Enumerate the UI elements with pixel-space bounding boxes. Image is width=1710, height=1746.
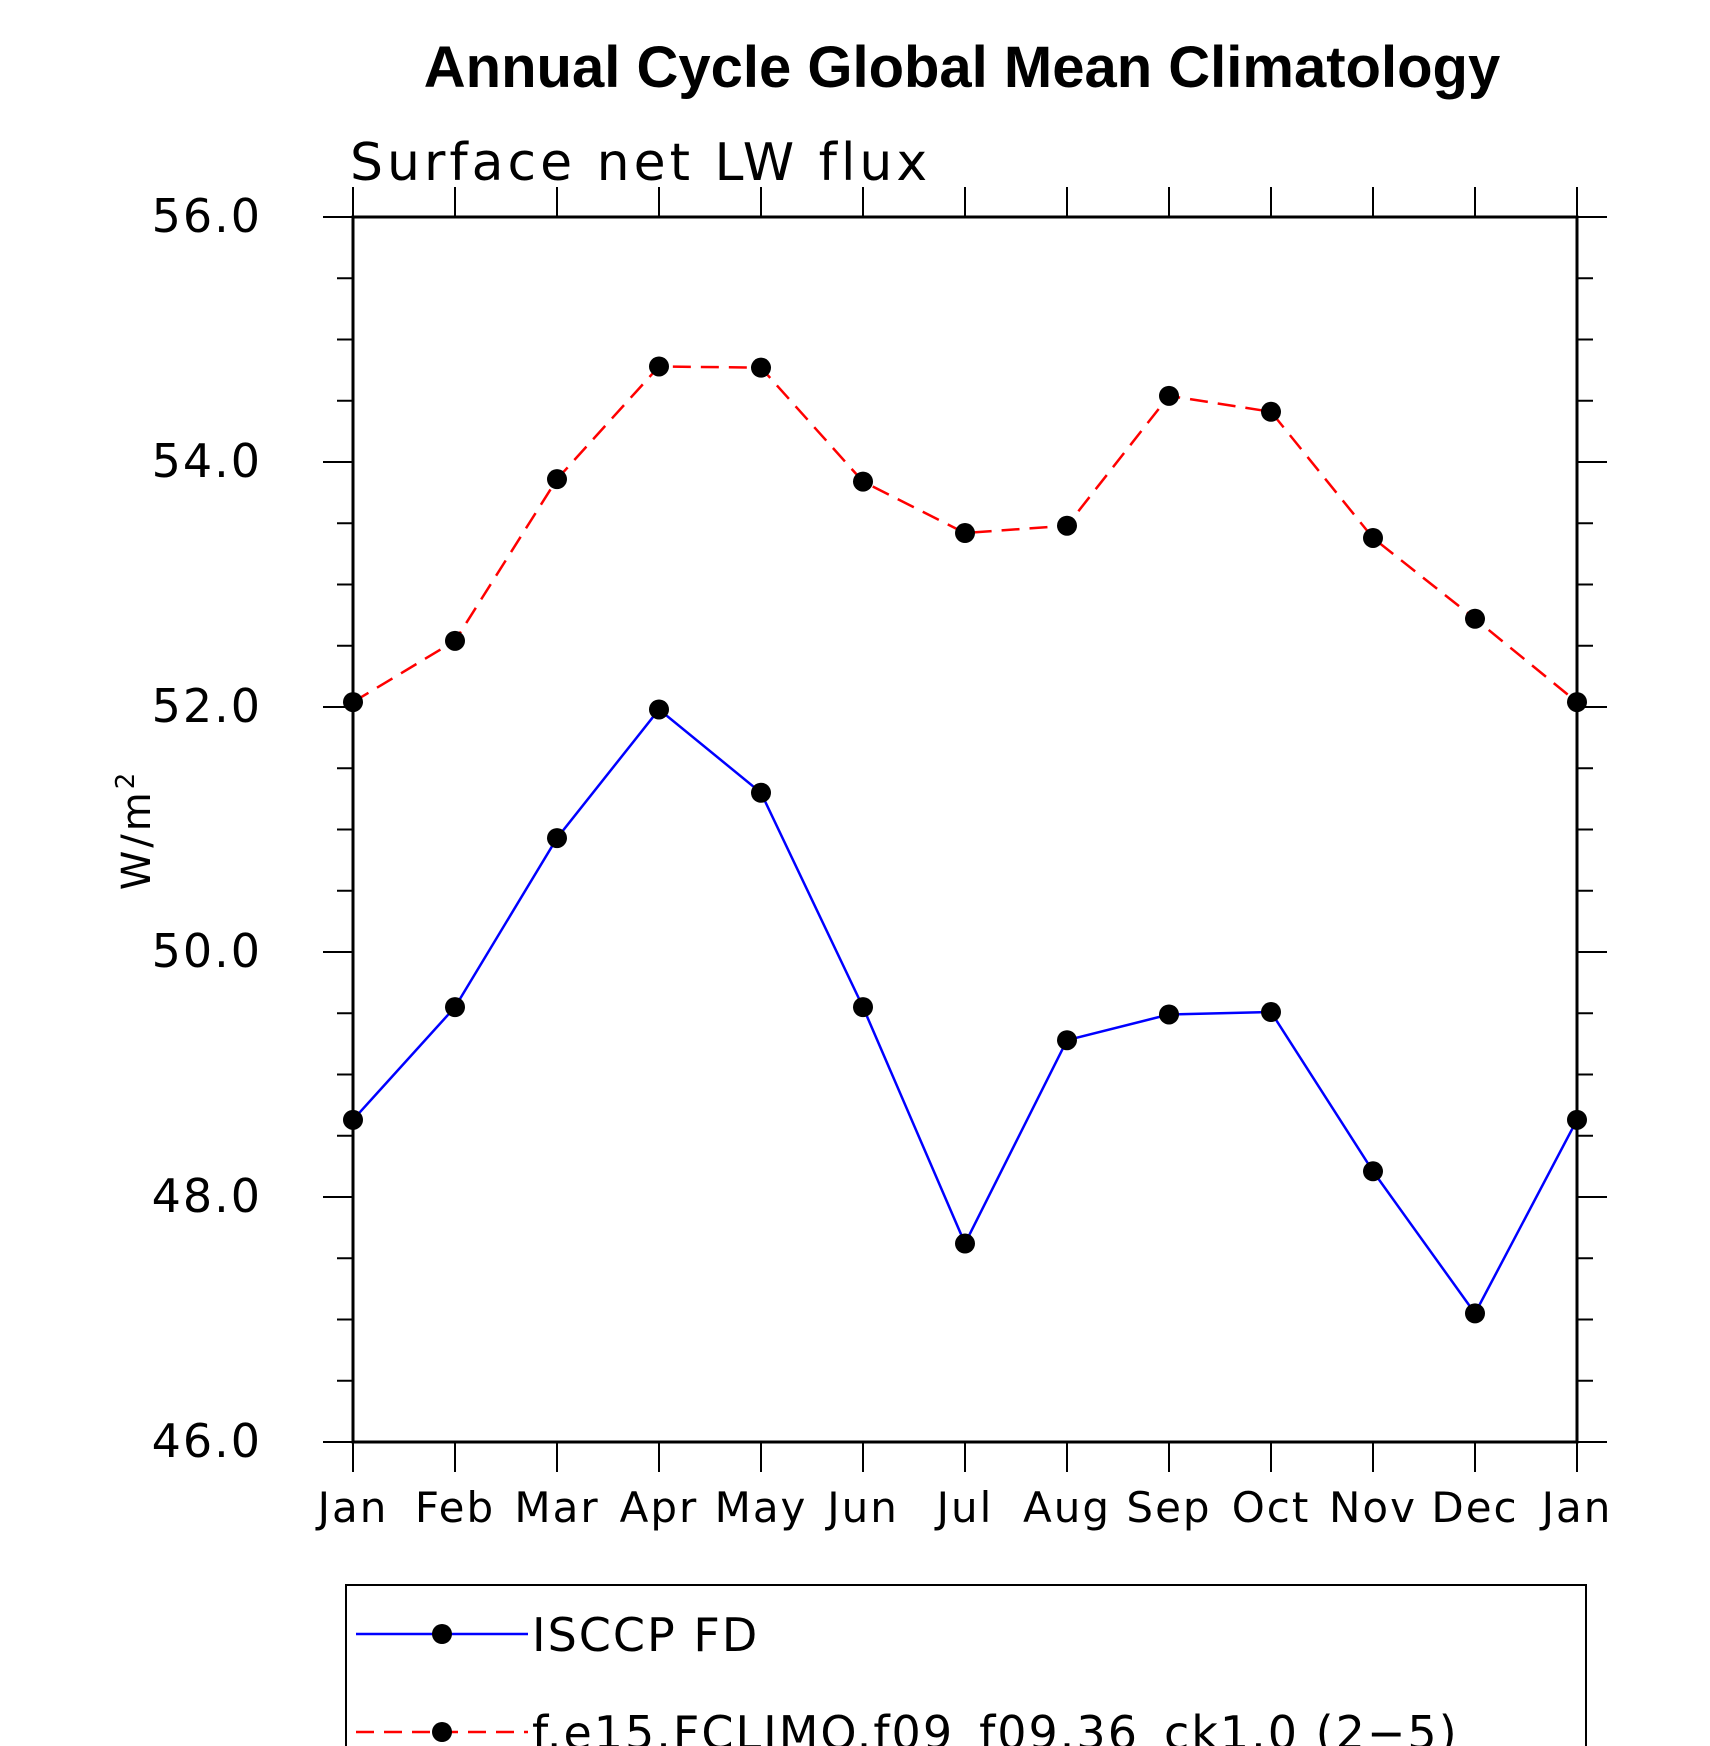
data-point (1363, 527, 1383, 548)
data-point (1363, 1161, 1383, 1182)
y-tick-label: 54.0 (152, 434, 262, 488)
y-axis-label: W/m2 (111, 770, 160, 891)
y-axis-ticks: 46.0 48.0 50.0 52.0 54.0 56.0 (152, 189, 1607, 1468)
x-tick-label: Jun (824, 1483, 899, 1532)
x-axis-ticks: Jan Feb Mar Apr May Jun Jul Aug Sep Oct Nov Dec Jan (315, 187, 1613, 1532)
data-point (853, 471, 873, 492)
data-point (1465, 608, 1485, 629)
x-tick-label: Feb (415, 1483, 495, 1532)
x-tick-label: May (715, 1483, 808, 1532)
y-tick-label: 50.0 (152, 924, 262, 978)
chart-subtitle: Surface net LW flux (350, 133, 931, 193)
data-point (547, 828, 567, 849)
data-point (649, 356, 669, 377)
legend: ISCCP FD f.e15.FCLIMO.f09_f09.36_ck1.0 (2… (345, 1584, 1587, 1746)
x-tick-label: Dec (1431, 1483, 1518, 1532)
data-point (649, 699, 669, 720)
data-point (1057, 1030, 1077, 1051)
plot-frame (351, 215, 1579, 1444)
data-point (1159, 1004, 1179, 1025)
data-point (343, 1109, 363, 1130)
legend-marker (432, 1624, 452, 1644)
legend-label: f.e15.FCLIMO.f09_f09.36_ck1.0 (2−5) (532, 1706, 1459, 1746)
data-point (1261, 401, 1281, 422)
y-tick-label: 56.0 (152, 189, 262, 243)
legend-label: ISCCP FD (532, 1608, 759, 1662)
data-point (1159, 385, 1179, 406)
data-point (1567, 692, 1587, 713)
legend-marker (432, 1722, 452, 1742)
legend-box (345, 1584, 1587, 1746)
data-point (751, 782, 771, 803)
data-point (1261, 1002, 1281, 1023)
data-point (445, 997, 465, 1018)
x-tick-label: Oct (1232, 1483, 1311, 1532)
data-point (955, 523, 975, 544)
x-tick-label: Nov (1329, 1483, 1417, 1532)
data-point (1057, 515, 1077, 536)
data-point (445, 630, 465, 651)
series-line-1 (352, 707, 1579, 1316)
y-tick-label: 48.0 (152, 1169, 262, 1223)
x-tick-label: Aug (1023, 1483, 1111, 1532)
data-point (751, 357, 771, 378)
y-tick-label: 52.0 (152, 679, 262, 733)
plot-axes (351, 215, 1579, 1444)
legend-items: ISCCP FD f.e15.FCLIMO.f09_f09.36_ck1.0 (2… (356, 1608, 1459, 1746)
data-point (1465, 1303, 1485, 1324)
x-tick-label: Sep (1126, 1483, 1211, 1532)
x-tick-label: Jul (934, 1483, 994, 1532)
x-tick-label: Mar (514, 1483, 599, 1532)
data-point (547, 469, 567, 490)
x-tick-label: Jan (1539, 1483, 1613, 1532)
chart-title: Annual Cycle Global Mean Climatology (424, 35, 1500, 100)
series-layer (343, 356, 1587, 1324)
data-point (853, 997, 873, 1018)
data-point (955, 1233, 975, 1254)
data-point (1567, 1109, 1587, 1130)
y-tick-label: 46.0 (152, 1414, 262, 1468)
x-tick-label: Jan (315, 1483, 389, 1532)
x-tick-label: Apr (620, 1483, 699, 1532)
data-point (343, 692, 363, 713)
